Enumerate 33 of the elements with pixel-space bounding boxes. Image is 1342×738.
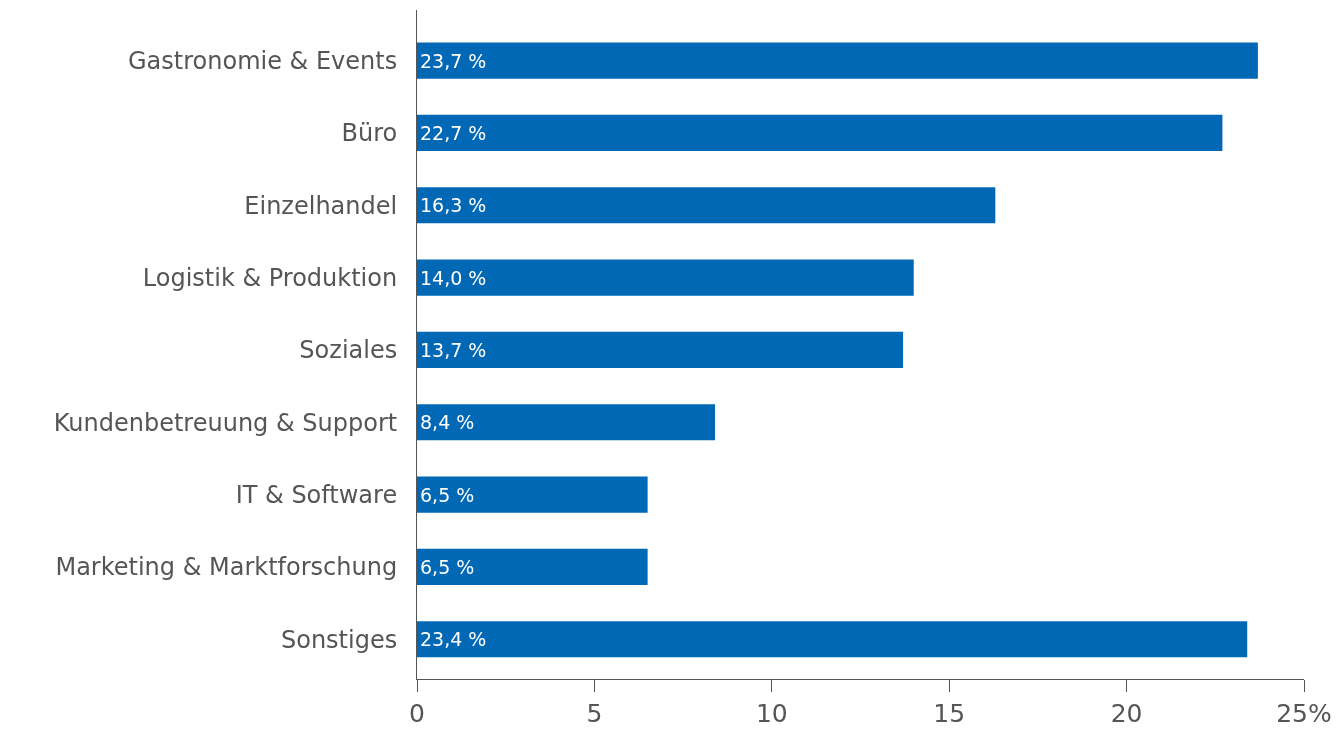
data-label: 16,3 % (420, 194, 487, 217)
x-tick-label: 5 (586, 699, 603, 728)
data-label: 13,7 % (420, 338, 487, 361)
y-tick-label: Sonstiges (280, 625, 398, 654)
data-label: 23,4 % (420, 628, 487, 651)
y-tick-label: Büro (341, 119, 398, 148)
bar (417, 331, 904, 369)
x-tick-label: 0 (409, 699, 425, 728)
data-label: 22,7 % (420, 121, 487, 144)
x-tick-label: 10 (755, 699, 788, 728)
x-tick-label: 25% (1276, 699, 1332, 728)
bar (417, 548, 648, 585)
x-tick-label: 20 (1110, 699, 1143, 728)
bar (417, 476, 648, 513)
x-tick-label: 15 (933, 699, 966, 728)
bar (417, 404, 716, 441)
data-label: 8,4 % (420, 411, 475, 434)
y-tick-label: Einzelhandel (244, 191, 398, 220)
bar (417, 42, 1258, 79)
data-label: 23,7 % (420, 49, 487, 72)
bar (417, 187, 996, 224)
bar (417, 259, 914, 296)
bar (417, 114, 1223, 152)
data-label: 6,5 % (420, 483, 475, 506)
y-tick-label: Gastronomie & Events (128, 47, 398, 76)
y-tick-label: Soziales (299, 336, 398, 365)
data-label: 6,5 % (420, 555, 475, 578)
data-label: 14,0 % (420, 266, 487, 289)
y-tick-label: Kundenbetreuung & Support (53, 408, 398, 437)
y-tick-label: Marketing & Marktforschung (55, 553, 398, 582)
y-tick-label: Logistik & Produktion (142, 264, 398, 292)
y-tick-label: IT & Software (235, 480, 398, 509)
bar (417, 621, 1248, 658)
